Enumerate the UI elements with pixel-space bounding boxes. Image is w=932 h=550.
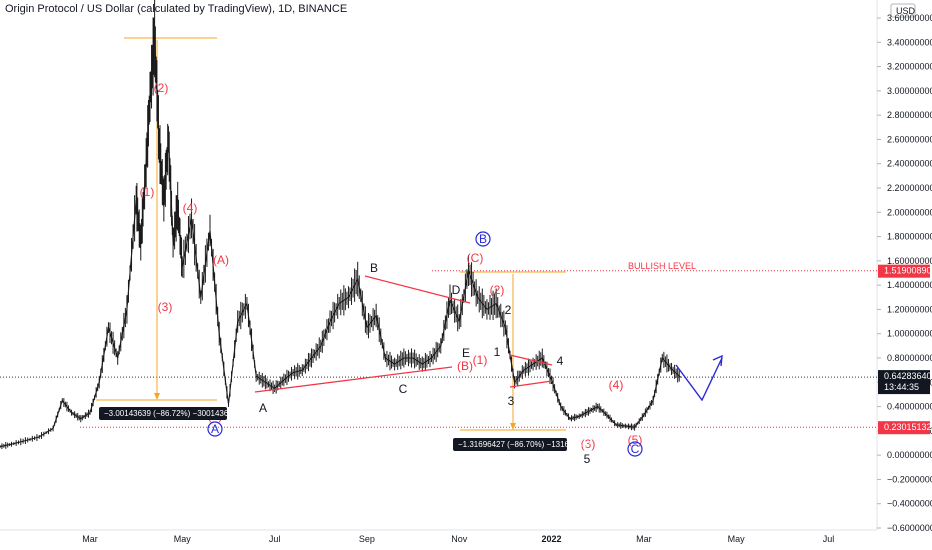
- x-tick-label: Nov: [451, 534, 468, 544]
- measure-tool-2[interactable]: [460, 271, 566, 431]
- y-tick-label: 1.00000000: [887, 329, 932, 339]
- wave-label-red: (A): [213, 253, 229, 267]
- wave-label-circled: B: [479, 232, 487, 246]
- wave-label-black: 4: [557, 354, 564, 368]
- bullish-price-value: 1.51900890: [884, 266, 932, 276]
- y-tick-label: 2.20000000: [887, 183, 932, 193]
- x-tick-label: May: [728, 534, 746, 544]
- y-tick-label: 1.40000000: [887, 280, 932, 290]
- y-tick-label: 3.60000000: [887, 13, 932, 23]
- measure-box-2: −1.31696427 (−86.70%) −131696427: [453, 438, 592, 451]
- y-tick-label: 1.80000000: [887, 232, 932, 242]
- y-tick-label: 2.60000000: [887, 134, 932, 144]
- wave-label-black: 5: [584, 452, 591, 466]
- wave-circle: [627, 441, 643, 457]
- bullish-level-label: BULLISH LEVEL: [628, 261, 696, 271]
- support-price-badge: 0.23015132: [878, 421, 932, 435]
- y-tick-label: 0.00000000: [887, 450, 932, 460]
- y-tick-label: 3.20000000: [887, 62, 932, 72]
- y-tick-label: 3.00000000: [887, 86, 932, 96]
- x-tick-label: Jul: [269, 534, 281, 544]
- currency-badge[interactable]: USD: [890, 3, 916, 18]
- measure-box-1: −3.00143639 (−86.72%) −300143639: [99, 407, 238, 420]
- x-tick-label: May: [174, 534, 192, 544]
- y-tick-label: 1.60000000: [887, 256, 932, 266]
- black-wave-labels: B D E A C 2 1 4 3 5: [259, 261, 591, 466]
- red-wave-labels: (2)(1)(4)(3)(A)(5)(C)(2)(1)(B)(4)(3)(5): [140, 81, 643, 451]
- y-tick-label: 0.40000000: [887, 402, 932, 412]
- y-tick-label: 3.40000000: [887, 37, 932, 47]
- chart-title: Origin Protocol / US Dollar (calculated …: [5, 3, 347, 15]
- wave-label-black: D: [452, 283, 461, 297]
- wave-label-black: 2: [505, 303, 512, 317]
- wave-label-circled: C: [631, 442, 640, 456]
- wave-label-black: E: [462, 346, 470, 360]
- wave-label-red: (4): [183, 201, 198, 215]
- y-tick-label: 0.80000000: [887, 353, 932, 363]
- circled-wave-labels: A B C: [207, 231, 643, 457]
- y-tick-label: 1.20000000: [887, 304, 932, 314]
- currency-badge-label: USD: [896, 6, 916, 16]
- wave-label-red: (3): [581, 437, 596, 451]
- wave-circle: [475, 231, 491, 247]
- bullish-price-badge: 1.51900890: [878, 264, 932, 278]
- wave-label-black: C: [399, 382, 408, 396]
- measure-box-1-text: −3.00143639 (−86.72%) −300143639: [104, 409, 238, 418]
- y-tick-label: 2.00000000: [887, 207, 932, 217]
- support-price-value: 0.23015132: [884, 422, 932, 432]
- wave-circle: [207, 421, 223, 437]
- y-tick-label: 2.40000000: [887, 159, 932, 169]
- x-tick-label: Jul: [823, 534, 835, 544]
- x-tick-label: Mar: [82, 534, 98, 544]
- wave-label-red: (2): [154, 81, 169, 95]
- y-tick-label: −0.20000000: [887, 474, 932, 484]
- current-price-value: 0.64283640: [884, 371, 932, 381]
- wave-label-circled: A: [211, 422, 219, 436]
- price-series-line: [0, 36, 682, 448]
- wave-label-black: B: [370, 261, 378, 275]
- wave-label-red: (C): [467, 251, 484, 265]
- wave-label-black: 3: [508, 394, 515, 408]
- triangle-trendlines[interactable]: [254, 275, 553, 393]
- wave-label-black: 1: [494, 345, 501, 359]
- x-tick-label: Sep: [359, 534, 375, 544]
- x-tick-label: Mar: [636, 534, 652, 544]
- wave-label-red: (3): [158, 300, 173, 314]
- y-tick-label: −0.40000000: [887, 499, 932, 509]
- wave-label-black: A: [259, 401, 267, 415]
- price-countdown: 13:44:35: [884, 382, 919, 392]
- measure-box-2-text: −1.31696427 (−86.70%) −131696427: [458, 440, 592, 449]
- projection-arrow[interactable]: [675, 354, 723, 402]
- wave-label-red: (1): [140, 185, 155, 199]
- wave-label-red: (2): [490, 283, 505, 297]
- current-price-badge: 0.64283640 13:44:35: [878, 370, 932, 395]
- x-tick-label: 2022: [542, 534, 562, 544]
- wave-label-red: (4): [609, 378, 624, 392]
- y-tick-label: 2.80000000: [887, 110, 932, 120]
- wave-label-red: (1): [473, 353, 488, 367]
- y-tick-label: −0.60000000: [887, 523, 932, 533]
- wave-label-red: (B): [457, 359, 473, 373]
